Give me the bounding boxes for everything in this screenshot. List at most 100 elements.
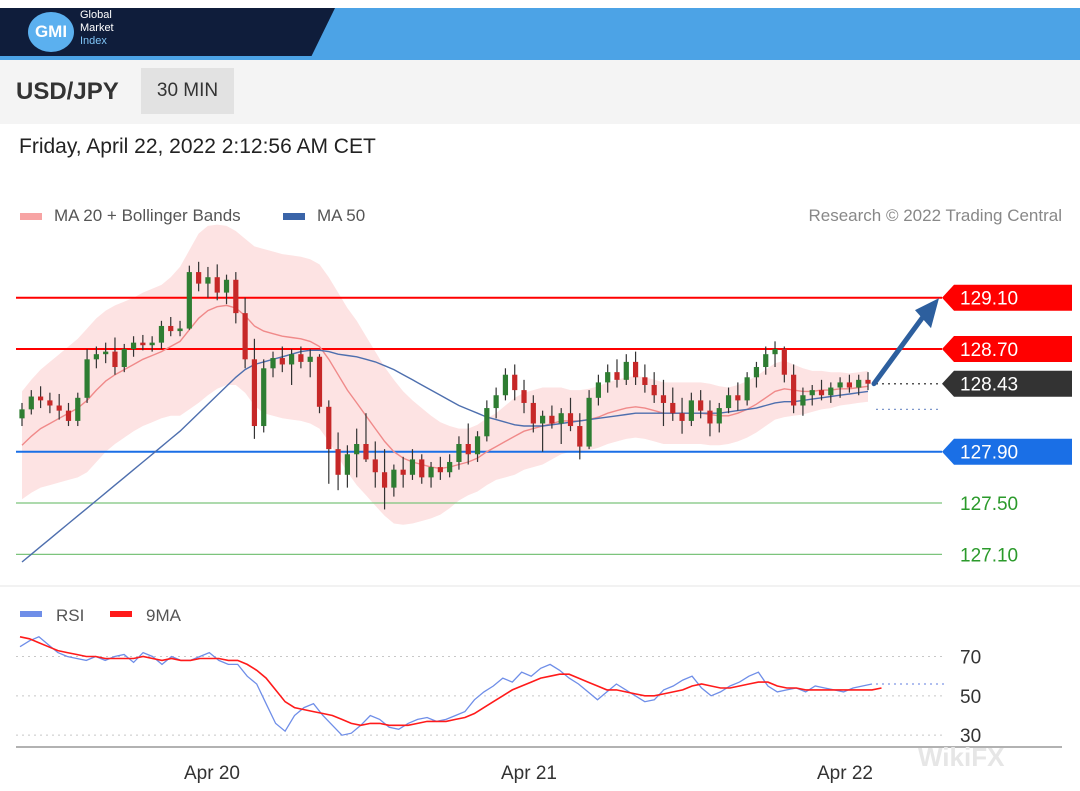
candle [865, 379, 871, 384]
x-tick-2: Apr 22 [817, 763, 873, 784]
candle [474, 436, 481, 455]
brand-name-line2: Market [80, 22, 114, 34]
candle [158, 325, 165, 343]
level-label-3: 127.90 [960, 443, 1018, 464]
candle [549, 415, 555, 424]
candle [586, 397, 592, 447]
candle [493, 395, 499, 409]
candle [725, 395, 732, 409]
x-tick-1: Apr 21 [501, 763, 557, 784]
candle [391, 469, 397, 488]
candle [409, 459, 416, 475]
x-tick-0: Apr 20 [184, 763, 240, 784]
level-label-2: 128.43 [960, 375, 1018, 396]
candle [372, 459, 378, 473]
candle [428, 467, 434, 478]
timeframe-button[interactable]: 30 MIN [141, 68, 234, 114]
candle [856, 379, 862, 388]
candle [763, 354, 769, 368]
candle [130, 342, 137, 350]
candle [800, 395, 806, 406]
candle [19, 409, 25, 419]
candle [93, 354, 99, 360]
rsi-series-rsi [19, 636, 873, 736]
candle [121, 349, 127, 368]
ma50-swatch [283, 212, 305, 220]
candle [642, 377, 648, 385]
candle [753, 367, 760, 378]
candle [818, 390, 825, 396]
candle [512, 374, 518, 391]
candle [177, 328, 183, 332]
level-label-0: 129.10 [960, 289, 1018, 310]
ma20-label: MA 20 + Bollinger Bands [54, 206, 241, 225]
timestamp: Friday, April 22, 2022 2:12:56 AM CET [19, 135, 376, 158]
level-label-1: 128.70 [960, 340, 1018, 361]
candle [381, 472, 388, 488]
candle [670, 402, 676, 414]
candle [456, 444, 462, 462]
candle [112, 351, 118, 368]
candle [28, 396, 34, 410]
top-band [0, 0, 1080, 8]
candle [223, 279, 230, 293]
level-tag-0 [942, 284, 1072, 311]
candle [660, 395, 667, 403]
candle [270, 358, 276, 369]
candles [19, 261, 871, 510]
level-label-4: 127.50 [960, 494, 1018, 515]
bollinger-band [22, 224, 868, 525]
level-tag-2 [942, 370, 1072, 397]
candle [149, 342, 155, 346]
gmi-logo[interactable]: GMI [28, 12, 74, 52]
candle [651, 384, 657, 396]
candle [326, 406, 332, 450]
brand-name-line3: Index [80, 35, 107, 47]
candle [781, 349, 787, 375]
candle [103, 351, 109, 355]
candle [251, 359, 258, 427]
candle [614, 372, 620, 380]
candle [279, 358, 285, 365]
candle [344, 454, 350, 475]
rsi-legend-label-0: RSI [56, 606, 84, 625]
candle [688, 400, 694, 421]
candle [716, 408, 722, 424]
candle [140, 342, 146, 346]
candle [809, 390, 815, 396]
candle [465, 444, 471, 455]
candle [437, 467, 443, 473]
candle [363, 444, 369, 460]
research-credit: Research © 2022 Trading Central [808, 206, 1063, 225]
candle [837, 382, 843, 388]
candle [335, 449, 341, 475]
candle [56, 405, 62, 411]
ma20-swatch [20, 212, 42, 220]
candle [623, 361, 629, 380]
candle [307, 356, 313, 362]
candle [205, 277, 211, 284]
rsi-tick-1: 50 [960, 687, 981, 708]
candle [84, 359, 90, 398]
legend-ma50: MA 50 [283, 206, 365, 226]
candle [558, 413, 564, 424]
legend-ma20: MA 20 + Bollinger Bands [20, 206, 241, 226]
candle [595, 382, 601, 398]
candle [168, 325, 174, 332]
brand-name-line1: Global [80, 9, 112, 21]
candle [289, 354, 295, 365]
candle [261, 368, 267, 427]
ma50-label: MA 50 [317, 206, 366, 225]
candle [419, 459, 425, 478]
candle [400, 469, 406, 475]
candle [354, 444, 360, 455]
candle [242, 313, 248, 360]
brand-bar: GMI Global Market Index [0, 0, 1080, 60]
candle [828, 387, 834, 396]
candle [75, 397, 81, 421]
forecast-arrow [871, 311, 928, 387]
level-tag-1 [942, 336, 1072, 363]
candle [632, 361, 639, 378]
candle [214, 277, 220, 293]
